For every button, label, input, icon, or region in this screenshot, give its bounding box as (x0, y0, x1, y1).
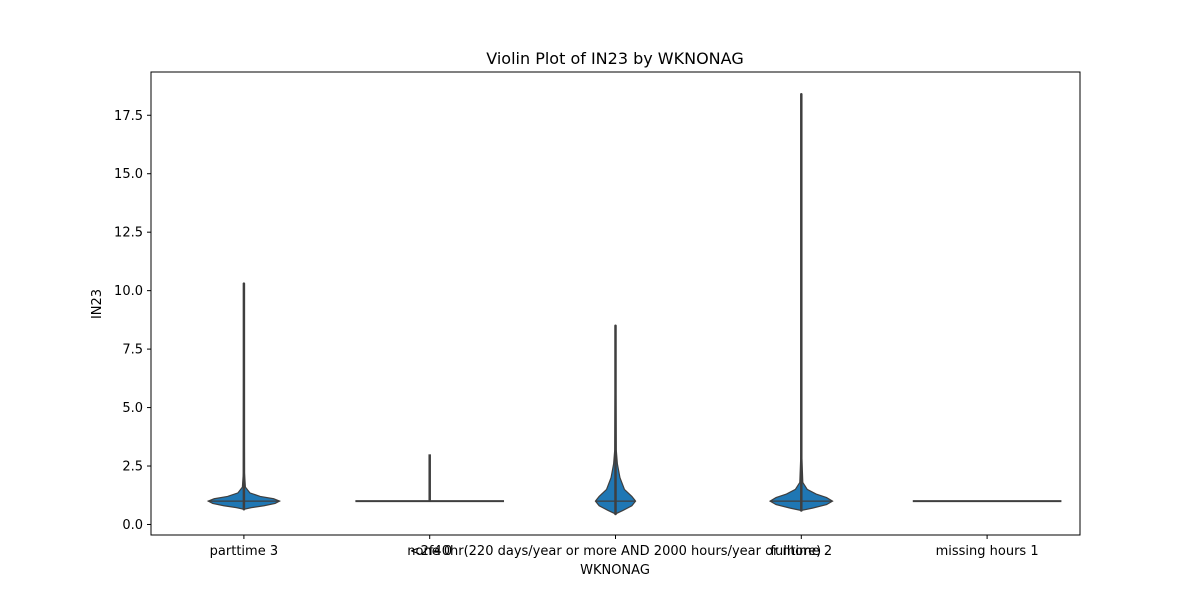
y-tick-label: 10.0 (114, 284, 143, 299)
violin (355, 454, 505, 503)
x-tick-label: none 0 (407, 544, 452, 559)
y-tick-label: 7.5 (122, 343, 143, 358)
x-tick-label: parttime 3 (210, 544, 278, 559)
x-tick-label: missing hours 1 (936, 544, 1039, 559)
y-tick-label: 15.0 (114, 167, 143, 182)
x-tick-label: <2f40hr(220 days/year or more AND 2000 h… (410, 544, 822, 559)
violin (768, 92, 834, 512)
violin (594, 324, 637, 516)
violins-layer (206, 92, 1062, 516)
x-tick-label: fulltime 2 (770, 544, 832, 559)
y-axis: 0.0 2.5 5.0 7.5 10.0 12.5 15.0 17.5 (114, 109, 151, 533)
violin (206, 282, 282, 511)
y-tick-label: 0.0 (122, 518, 143, 533)
x-axis: parttime 3 none 0<2f40hr(220 days/year or… (210, 535, 1039, 559)
y-tick-label: 5.0 (122, 401, 143, 416)
x-axis-title: WKNONAG (580, 563, 650, 578)
y-tick-label: 12.5 (114, 226, 143, 241)
chart-title: Violin Plot of IN23 by WKNONAG (486, 49, 743, 68)
y-tick-label: 2.5 (122, 460, 143, 475)
y-tick-label: 17.5 (114, 109, 143, 124)
y-axis-title: IN23 (90, 289, 105, 319)
